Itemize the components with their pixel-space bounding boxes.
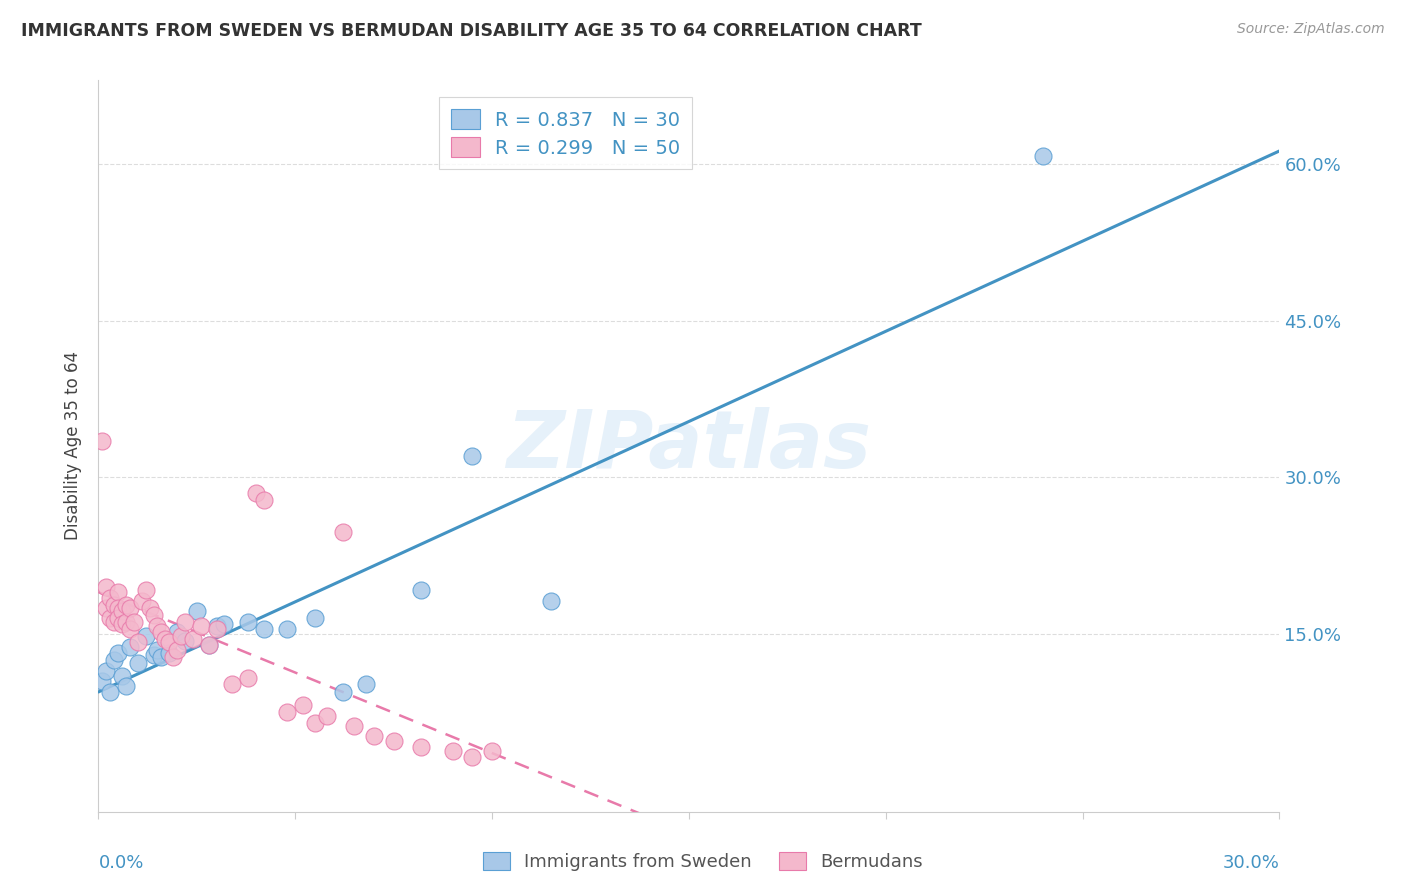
- Point: [363, 730, 385, 744]
- Point: [276, 622, 298, 636]
- Text: Source: ZipAtlas.com: Source: ZipAtlas.com: [1237, 22, 1385, 37]
- Point: [343, 719, 366, 733]
- Point: [103, 615, 125, 629]
- Point: [122, 615, 145, 629]
- Point: [205, 622, 228, 636]
- Point: [174, 634, 197, 648]
- Point: [253, 493, 276, 508]
- Point: [181, 632, 204, 647]
- Point: [111, 616, 134, 631]
- Point: [118, 601, 141, 615]
- Point: [127, 635, 149, 649]
- Point: [382, 733, 405, 747]
- Point: [174, 615, 197, 629]
- Point: [115, 615, 138, 629]
- Point: [197, 638, 219, 652]
- Point: [354, 677, 377, 691]
- Point: [214, 616, 236, 631]
- Point: [411, 583, 433, 598]
- Point: [103, 653, 125, 667]
- Point: [1032, 148, 1054, 162]
- Point: [142, 608, 165, 623]
- Point: [166, 642, 188, 657]
- Point: [107, 611, 129, 625]
- Point: [332, 684, 354, 698]
- Point: [157, 646, 180, 660]
- Point: [236, 615, 259, 629]
- Point: [131, 593, 153, 607]
- Point: [292, 698, 315, 713]
- Point: [115, 679, 138, 693]
- Text: ZIPatlas: ZIPatlas: [506, 407, 872, 485]
- Point: [98, 611, 121, 625]
- Point: [221, 677, 243, 691]
- Point: [162, 650, 184, 665]
- Point: [461, 750, 484, 764]
- Point: [111, 669, 134, 683]
- Point: [118, 622, 141, 636]
- Point: [150, 625, 173, 640]
- Point: [150, 650, 173, 665]
- Point: [107, 601, 129, 615]
- Point: [481, 744, 503, 758]
- Legend: Immigrants from Sweden, Bermudans: Immigrants from Sweden, Bermudans: [475, 845, 931, 879]
- Point: [253, 622, 276, 636]
- Point: [146, 618, 169, 632]
- Point: [157, 635, 180, 649]
- Point: [166, 625, 188, 640]
- Point: [135, 583, 157, 598]
- Point: [135, 629, 157, 643]
- Point: [276, 706, 298, 720]
- Point: [96, 601, 118, 615]
- Text: 30.0%: 30.0%: [1223, 854, 1279, 871]
- Legend: R = 0.837   N = 30, R = 0.299   N = 50: R = 0.837 N = 30, R = 0.299 N = 50: [439, 97, 692, 169]
- Point: [103, 598, 125, 612]
- Point: [186, 604, 208, 618]
- Point: [127, 657, 149, 671]
- Point: [111, 604, 134, 618]
- Point: [190, 618, 212, 632]
- Point: [332, 524, 354, 539]
- Point: [540, 593, 562, 607]
- Point: [304, 611, 326, 625]
- Point: [118, 640, 141, 654]
- Point: [138, 601, 160, 615]
- Point: [96, 664, 118, 678]
- Point: [91, 674, 114, 689]
- Point: [96, 580, 118, 594]
- Point: [107, 585, 129, 599]
- Point: [115, 598, 138, 612]
- Point: [170, 629, 193, 643]
- Point: [197, 638, 219, 652]
- Point: [155, 632, 177, 647]
- Point: [441, 744, 464, 758]
- Point: [461, 450, 484, 464]
- Text: 0.0%: 0.0%: [98, 854, 143, 871]
- Point: [98, 591, 121, 605]
- Point: [146, 642, 169, 657]
- Y-axis label: Disability Age 35 to 64: Disability Age 35 to 64: [63, 351, 82, 541]
- Point: [245, 486, 267, 500]
- Point: [315, 708, 337, 723]
- Text: IMMIGRANTS FROM SWEDEN VS BERMUDAN DISABILITY AGE 35 TO 64 CORRELATION CHART: IMMIGRANTS FROM SWEDEN VS BERMUDAN DISAB…: [21, 22, 922, 40]
- Point: [142, 648, 165, 662]
- Point: [304, 715, 326, 730]
- Point: [91, 434, 114, 448]
- Point: [411, 739, 433, 754]
- Point: [236, 671, 259, 685]
- Point: [98, 684, 121, 698]
- Point: [107, 646, 129, 660]
- Point: [205, 618, 228, 632]
